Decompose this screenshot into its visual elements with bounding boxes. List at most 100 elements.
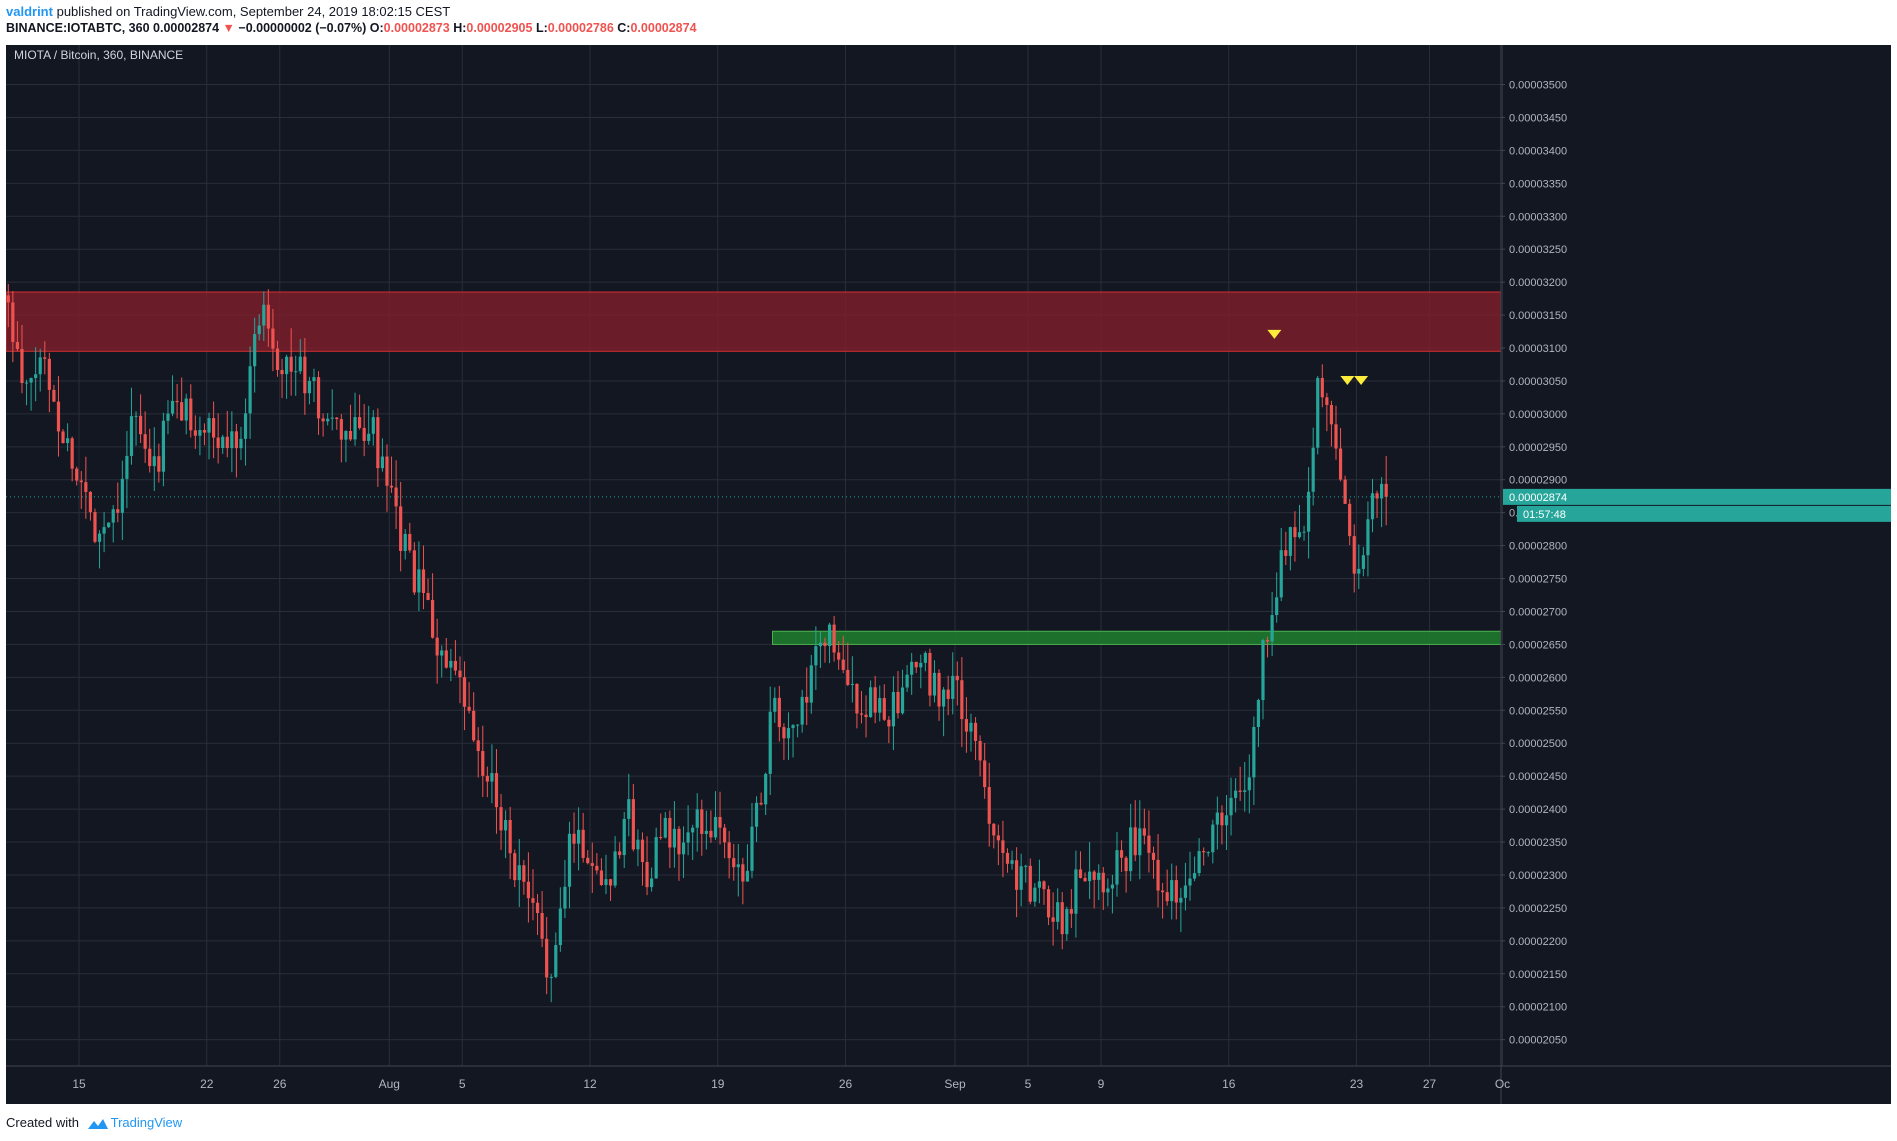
price-axis-label: 0.00002500 (1509, 738, 1567, 750)
price-axis-label: 0.00003000 (1509, 409, 1567, 421)
candle-body (677, 828, 681, 855)
candle-body (385, 456, 389, 486)
candle-body (1265, 640, 1270, 642)
publish-info: valdrint published on TradingView.com, S… (6, 4, 450, 19)
candle-body (1380, 483, 1384, 499)
candle-body (513, 853, 517, 881)
time-axis-label: 26 (273, 1077, 287, 1091)
candle-body (983, 760, 987, 788)
price-axis-label: 0.00002700 (1509, 606, 1567, 618)
candle-body (184, 398, 188, 421)
candle-body (211, 418, 216, 438)
candle-body (1056, 902, 1060, 922)
candle-body (38, 357, 42, 375)
candle-body (1161, 890, 1165, 893)
candle-body (577, 829, 581, 844)
candle-body (120, 478, 124, 513)
candle-body (951, 675, 955, 699)
candle-body (1179, 897, 1183, 903)
candle-body (143, 434, 147, 449)
price-axis-label: 0.00002550 (1509, 705, 1567, 717)
candle-body (389, 485, 394, 488)
candle-body (1188, 878, 1192, 886)
candle-body (1170, 880, 1174, 902)
candle-body (234, 431, 239, 449)
candle-body (202, 430, 207, 433)
candle-body (567, 833, 572, 887)
candle-body (221, 436, 225, 448)
candle-body (1110, 884, 1115, 889)
candle-body (1288, 527, 1292, 556)
candle-body (1005, 852, 1010, 864)
time-axis-label: 22 (200, 1077, 214, 1091)
price-axis-label: 0.00002600 (1509, 672, 1567, 684)
candle-body (348, 430, 353, 440)
candle-body (1115, 850, 1119, 885)
candle-body (859, 713, 864, 715)
candle-body (453, 660, 458, 671)
candle-body (1252, 727, 1256, 778)
candle-body (1202, 851, 1206, 853)
candle-body (271, 328, 275, 349)
candle-body (608, 879, 613, 886)
candle-body (371, 417, 375, 434)
candle-body (70, 438, 74, 469)
candle-body (1261, 640, 1265, 701)
open-value: 0.00002873 (383, 21, 450, 35)
price-axis-label: 0.00002900 (1509, 475, 1567, 487)
candle-body (376, 417, 380, 469)
candle-body (992, 823, 996, 836)
candle-body (1338, 448, 1343, 480)
candle-body (1211, 824, 1215, 853)
candle-body (942, 689, 946, 707)
candle-body (161, 420, 166, 472)
candle-body (125, 455, 129, 479)
candle-body (1106, 888, 1110, 893)
candle-body (485, 775, 489, 782)
candle-body (129, 416, 134, 456)
candle-body (759, 802, 763, 805)
candle-body (344, 430, 348, 440)
last-price-tag (1503, 488, 1891, 505)
price-change: −0.00000002 (−0.07%) (238, 21, 367, 35)
candle-body (750, 826, 754, 871)
candle-body (526, 881, 531, 899)
candle-body (773, 697, 777, 712)
candle-body (1247, 777, 1251, 791)
price-chart[interactable]: 0.00003500 0.00003450 0.00003400 0.00003350… (6, 45, 1891, 1104)
candle-body (960, 680, 964, 720)
candle-body (1220, 812, 1224, 826)
candle-body (239, 438, 243, 449)
candle-body (1083, 877, 1087, 882)
candle-body (996, 835, 1000, 841)
close-label: C: (617, 21, 631, 35)
chart-panel[interactable]: 0.00003500 0.00003450 0.00003400 0.00003350… (6, 45, 1891, 1104)
candle-body (1037, 881, 1042, 888)
candle-body (1101, 872, 1105, 893)
candle-body (330, 417, 334, 419)
candle-body (1051, 917, 1055, 922)
ohlc-legend: BINANCE:IOTABTC, 360 0.00002874 ▼ −0.000… (6, 21, 697, 35)
created-with-text: Created with (6, 1115, 79, 1130)
candle-body (280, 370, 284, 375)
candle-body (175, 400, 179, 403)
candle-body (969, 722, 973, 732)
candle-body (837, 652, 841, 660)
author-name[interactable]: valdrint (6, 4, 53, 19)
tradingview-link[interactable]: TradingView (110, 1115, 183, 1130)
close-value: 0.00002874 (630, 21, 697, 35)
candle-body (549, 976, 553, 978)
candle-body (654, 837, 658, 879)
candle-body (955, 675, 959, 681)
time-axis-label: 12 (583, 1077, 597, 1091)
candle-body (668, 817, 672, 848)
price-axis-label: 0.00002250 (1509, 903, 1567, 915)
candle-body (1206, 852, 1210, 854)
signal-marker (1340, 375, 1355, 385)
candle-body (1165, 892, 1169, 902)
candle-body (248, 366, 252, 414)
candle-body (358, 417, 362, 428)
candle-body (326, 418, 330, 422)
candle-body (1119, 850, 1124, 858)
candle-body (869, 687, 873, 718)
